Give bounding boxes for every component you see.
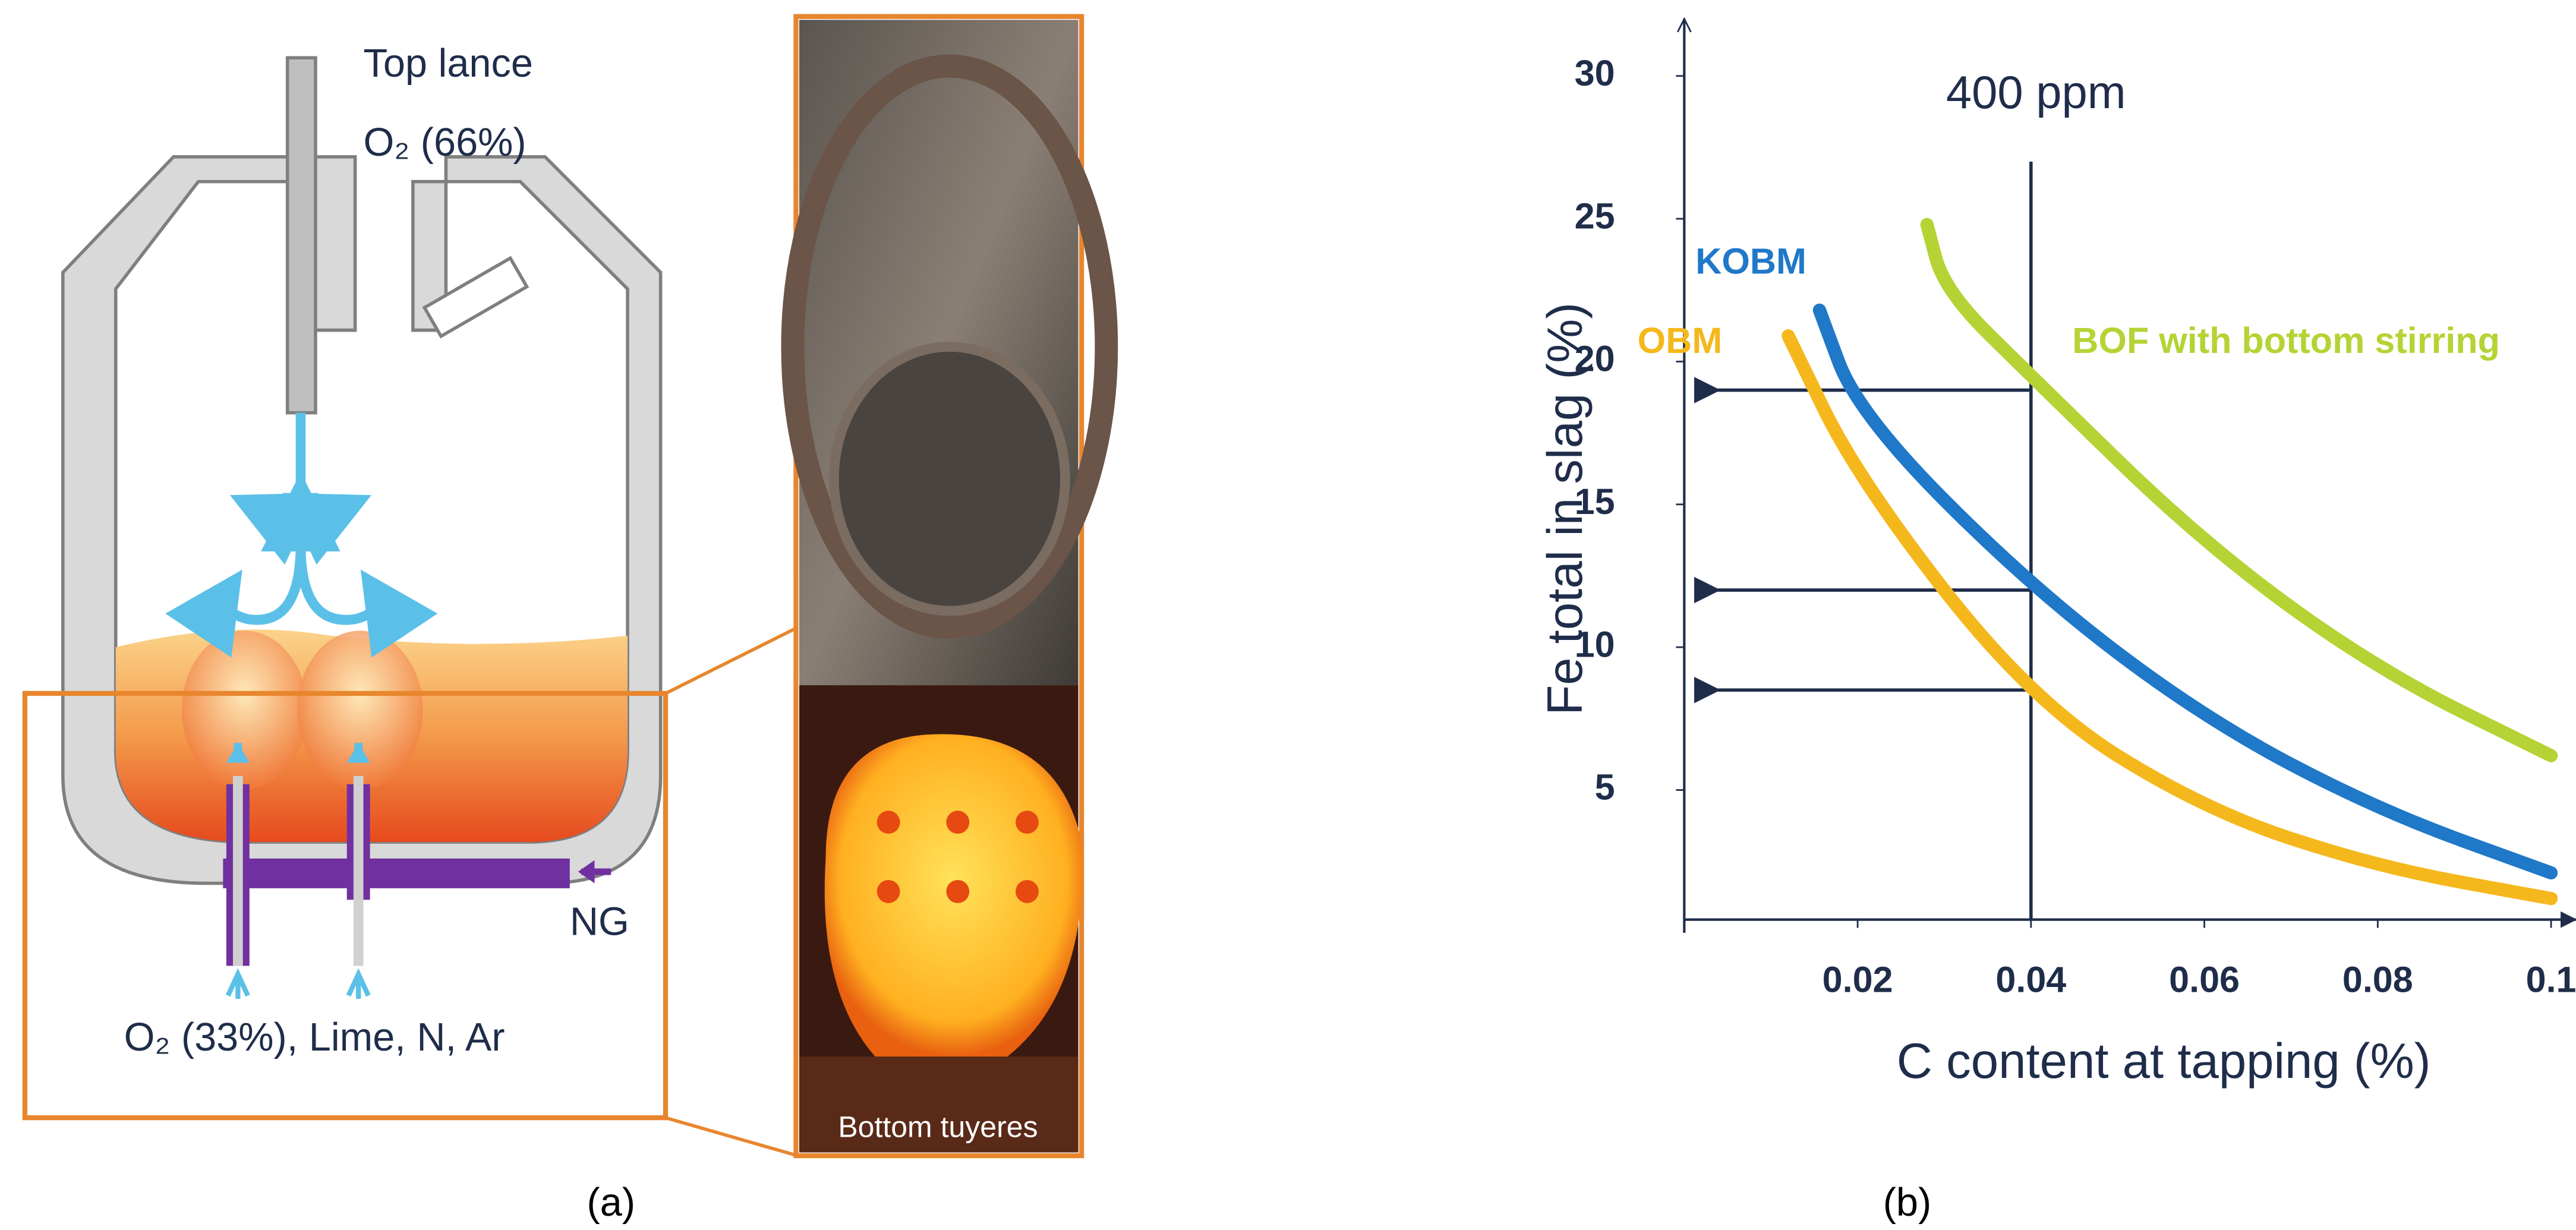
photo-ring [781,54,1118,639]
photo-plate [829,342,1070,616]
photo-label: Bottom tuyeres [838,1111,1038,1144]
series-label: BOF with bottom stirring [2072,320,2500,361]
label: Top lance [364,42,533,86]
x-tick-label: 0.08 [2342,959,2413,999]
zoom-line [664,626,799,1158]
reference-label: 400 ppm [1946,67,2126,118]
tuyere-spots [876,810,1039,903]
y-tick-label: 15 [1575,481,1615,522]
x-tick-label: 0.1 [2526,959,2576,999]
photo-floor [799,1056,1079,1153]
x-axis-label: C content at tapping (%) [1897,1033,2431,1089]
x-tick-label: 0.02 [1823,959,1893,999]
y-tick-label: 20 [1575,339,1615,379]
y-tick-label: 30 [1575,53,1615,93]
photo-frame [793,14,1084,1159]
label: O₂ (33%), Lime, N, Ar [124,1015,505,1059]
y-tick-label: 25 [1575,195,1615,236]
zoom-box [22,690,669,1121]
converter-diagram: Top lance O₂ (66%) NG O₂ (33%), Lime, N,… [22,42,799,1158]
series-line [1920,217,2558,762]
caption: (b) [1883,1181,1931,1225]
chart: 5 10 15 20 25 30 0.02 0.04 0.06 0.08 0.1 C content … [1537,17,2576,1225]
x-tick-label: 0.04 [1995,959,2066,999]
y-axis-label: Fe total in slag (%) [1537,302,1593,715]
tuyeres [223,743,611,999]
x-tick-label: 0.06 [2169,959,2240,999]
y-axis-arrow [1676,17,1692,33]
series-label: OBM [1638,320,1723,361]
series-line [1782,329,2558,906]
plume [297,630,423,790]
x-axis-arrow [2561,911,2576,928]
label: O₂ (66%) [364,121,526,165]
photos: Bottom tuyeres [781,14,1118,1159]
series-line [1812,303,2558,880]
y-tick-label: 10 [1575,624,1615,664]
series-label: KOBM [1695,241,1806,282]
side-port [422,256,529,339]
label: NG [570,900,629,944]
oxygen-jet [165,412,438,658]
caption: (a) [587,1181,635,1225]
top-lance [285,56,317,415]
plume [181,630,308,790]
y-tick-label: 5 [1595,767,1615,808]
